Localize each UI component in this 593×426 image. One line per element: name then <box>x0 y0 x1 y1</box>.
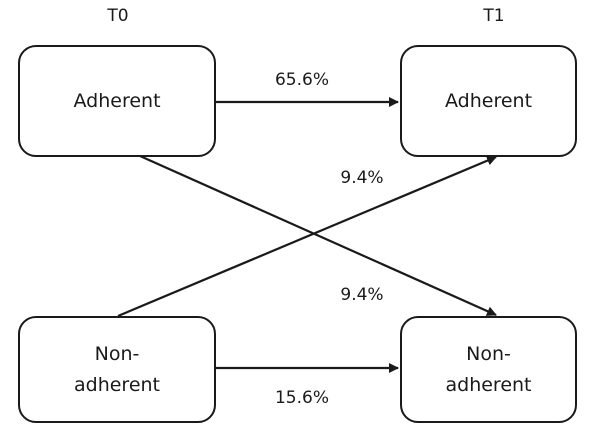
edge-label-nonadherent-to-adherent: 9.4% <box>340 168 384 188</box>
node-t1-nonadherent: Non- adherent <box>400 316 577 423</box>
arrow-adherent-to-nonadherent <box>139 154 497 317</box>
column-header-t0: T0 <box>107 6 129 26</box>
arrow-nonadherent-to-adherent <box>117 155 497 318</box>
node-label: Non- adherent <box>73 342 160 396</box>
node-label: Adherent <box>444 89 533 112</box>
edge-label-nonadherent-to-nonadherent: 15.6% <box>274 388 329 408</box>
node-t0-nonadherent: Non- adherent <box>18 316 216 423</box>
node-label: Adherent <box>73 89 161 112</box>
node-t1-adherent: Adherent <box>400 45 577 157</box>
node-label: Non- adherent <box>445 342 532 396</box>
column-header-t1: T1 <box>483 6 505 26</box>
edge-label-adherent-to-nonadherent: 9.4% <box>340 285 384 305</box>
node-t0-adherent: Adherent <box>18 45 216 157</box>
edge-label-adherent-to-adherent: 65.6% <box>274 70 329 90</box>
